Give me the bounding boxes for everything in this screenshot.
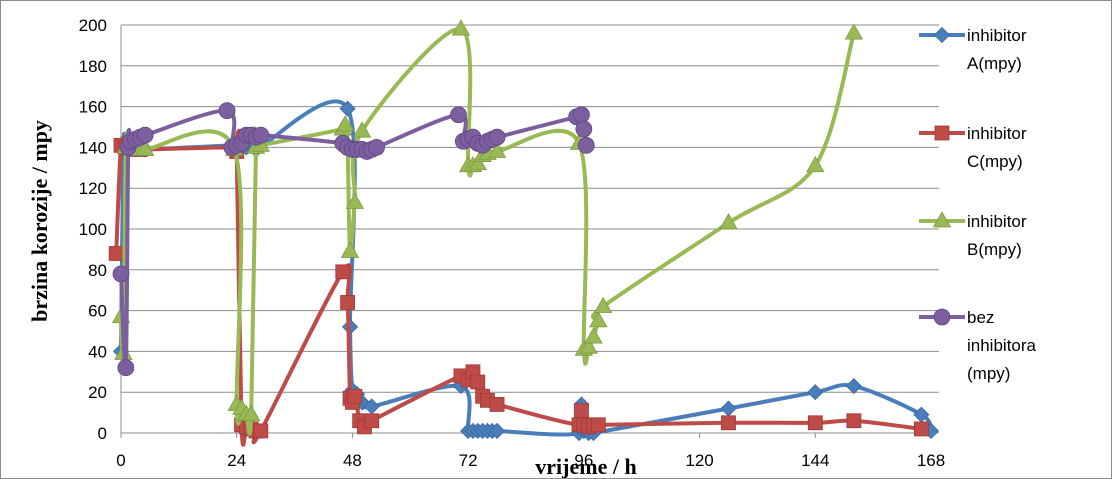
data-point — [575, 120, 593, 138]
y-tick-label: 20 — [88, 383, 107, 402]
x-tick-label: 24 — [227, 451, 246, 470]
y-tick-label: 140 — [79, 138, 107, 157]
data-point — [336, 115, 355, 132]
legend-marker — [932, 211, 952, 228]
y-tick-label: 160 — [79, 98, 107, 117]
data-point — [719, 213, 738, 230]
y-tick-label: 120 — [79, 179, 107, 198]
data-point — [579, 337, 598, 354]
data-point — [807, 384, 824, 401]
y-tick-label: 40 — [88, 342, 107, 361]
data-point — [488, 128, 506, 146]
x-tick-label: 0 — [116, 451, 125, 470]
data-point — [347, 388, 363, 404]
data-point — [720, 400, 737, 417]
data-point — [450, 106, 467, 124]
y-tick-label: 60 — [88, 302, 107, 321]
y-tick-label: 100 — [79, 220, 107, 239]
data-point — [487, 141, 507, 158]
gridlines — [121, 24, 939, 434]
legend-label: inhibitor — [967, 212, 1027, 231]
data-point — [340, 241, 360, 258]
legend-label: C(mpy) — [967, 152, 1023, 171]
y-tick-label: 180 — [79, 57, 107, 76]
legend-label: B(mpy) — [967, 240, 1022, 259]
y-tick-label: 0 — [98, 424, 107, 443]
legend: inhibitor A(mpy) inhibitor C(mpy) inhibitor B… — [919, 26, 1037, 383]
data-point — [913, 421, 929, 437]
legend-item-1: inhibitor A(mpy) — [919, 26, 1027, 73]
data-point — [845, 378, 862, 395]
series-line — [119, 27, 856, 436]
y-tick-label: 80 — [88, 261, 107, 280]
y-tick-labels: 0 20 40 60 80 100 120 140 160 180 200 — [79, 16, 107, 443]
data-point — [844, 23, 864, 40]
data-point — [252, 126, 270, 144]
data-point — [574, 403, 589, 418]
legend-label: A(mpy) — [967, 54, 1022, 73]
data-point — [577, 136, 595, 154]
data-point — [241, 404, 261, 422]
legend-marker — [933, 26, 951, 44]
x-tick-labels: 0 24 48 72 96 120 144 168 — [116, 451, 945, 470]
y-tick-label: 200 — [79, 16, 107, 35]
legend-item-3: inhibitor B(mpy) — [919, 211, 1027, 259]
x-tick-label: 144 — [801, 451, 829, 470]
x-tick-label: 72 — [459, 451, 478, 470]
data-point — [451, 19, 471, 36]
x-axis-title: vrijeme / h — [535, 454, 636, 478]
data-point — [135, 139, 155, 156]
data-point — [590, 417, 606, 433]
data-point — [364, 413, 380, 429]
data-point — [335, 264, 351, 280]
legend-marker — [934, 125, 950, 141]
data-point — [368, 138, 385, 156]
data-point — [589, 310, 608, 328]
data-point — [253, 423, 269, 439]
data-point — [470, 374, 486, 390]
data-point — [807, 415, 823, 431]
x-tick-label: 96 — [574, 451, 593, 470]
data-point — [345, 192, 365, 209]
data-point — [584, 327, 603, 344]
series-4 — [112, 102, 595, 377]
series-group — [108, 19, 940, 447]
x-tick-label: 168 — [917, 451, 945, 470]
data-point — [846, 413, 862, 429]
data-point — [721, 415, 736, 431]
x-tick-label: 120 — [685, 451, 713, 470]
data-point — [108, 246, 124, 261]
data-point — [136, 126, 154, 144]
data-point — [489, 422, 506, 440]
data-point — [112, 265, 130, 283]
data-point — [468, 153, 487, 171]
data-point — [573, 106, 590, 124]
legend-marker — [933, 308, 951, 326]
data-point — [806, 155, 825, 173]
legend-label: bez — [967, 308, 994, 327]
data-point — [340, 295, 356, 310]
series-3 — [111, 19, 864, 436]
legend-label: inhibitor — [967, 124, 1027, 143]
legend-item-2: inhibitor C(mpy) — [919, 124, 1027, 171]
data-point — [489, 397, 505, 412]
data-point — [352, 121, 372, 138]
data-point — [117, 359, 135, 377]
legend-label: inhibitora — [967, 336, 1037, 355]
axes — [120, 25, 939, 438]
data-point — [218, 102, 236, 120]
legend-label: inhibitor — [967, 26, 1027, 45]
data-point — [593, 296, 613, 313]
legend-label: (mpy) — [967, 364, 1010, 383]
legend-item-4: bez inhibitora (mpy) — [919, 308, 1037, 383]
x-tick-label: 48 — [343, 451, 362, 470]
data-point — [339, 100, 356, 117]
y-axis-title: brzina korozije / mpy — [27, 120, 52, 322]
